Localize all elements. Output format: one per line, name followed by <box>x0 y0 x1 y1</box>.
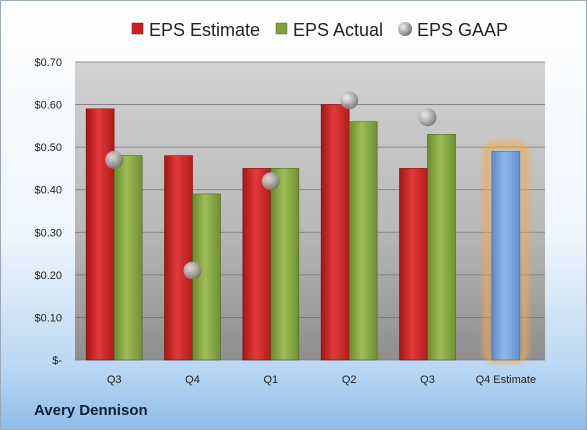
point-eps-gaap-q1 <box>261 172 280 191</box>
x-tick-label: Q2 <box>342 374 357 386</box>
bars <box>85 104 528 363</box>
point-eps-gaap-q4 <box>183 261 202 280</box>
bar-eps-actual-q4-estimate <box>491 151 521 361</box>
plot-area <box>75 62 545 360</box>
bar-eps-estimate-q3 <box>399 168 428 361</box>
y-tick-label: $0.20 <box>34 270 62 282</box>
point-eps-gaap-q3 <box>418 108 437 127</box>
point-eps-gaap-q2 <box>340 91 359 110</box>
x-tick-label: Q4 Estimate <box>476 374 537 386</box>
legend-swatch-eps-estimate <box>131 22 144 35</box>
gaap-points <box>105 91 437 280</box>
y-tick-label: $0.10 <box>34 312 62 324</box>
bar-eps-actual-q2 <box>348 121 378 361</box>
x-tick-label: Q4 <box>185 374 200 386</box>
y-tick-label: $0.30 <box>34 227 62 239</box>
legend-label-eps-actual: EPS Actual <box>293 20 383 40</box>
bar-eps-estimate-q3 <box>85 108 115 361</box>
bar-eps-actual-q1 <box>270 168 300 361</box>
legend-marker-eps-gaap <box>398 22 412 36</box>
x-tick-label: Q1 <box>263 374 278 386</box>
point-eps-gaap-q3 <box>105 150 124 169</box>
bar-eps-estimate-q2 <box>320 104 350 361</box>
legend: EPS Estimate EPS Actual EPS GAAP <box>131 20 508 40</box>
gridlines <box>75 61 545 361</box>
bar-eps-estimate-q1 <box>242 168 272 361</box>
bar-eps-actual-q3 <box>427 134 456 361</box>
x-axis-ticks: Q3 Q4 Q1 Q2 Q3 Q4 Estimate <box>107 374 536 386</box>
y-tick-label: $0.50 <box>34 142 62 154</box>
y-axis-ticks: $- $0.10 $0.20 $0.30 $0.40 $0.50 $0.60 $0.70 <box>34 57 62 367</box>
y-tick-label: $- <box>52 355 62 367</box>
y-tick-label: $0.70 <box>34 57 62 69</box>
x-tick-label: Q3 <box>107 374 122 386</box>
bar-eps-estimate-q4 <box>164 155 193 361</box>
y-tick-label: $0.60 <box>34 100 62 112</box>
y-tick-label: $0.40 <box>34 185 62 197</box>
legend-label-eps-estimate: EPS Estimate <box>149 20 260 40</box>
company-name: Avery Dennison <box>34 402 148 419</box>
bar-eps-actual-q3 <box>113 155 143 361</box>
legend-swatch-eps-actual <box>275 22 288 35</box>
x-tick-label: Q3 <box>420 374 435 386</box>
legend-label-eps-gaap: EPS GAAP <box>417 20 508 40</box>
